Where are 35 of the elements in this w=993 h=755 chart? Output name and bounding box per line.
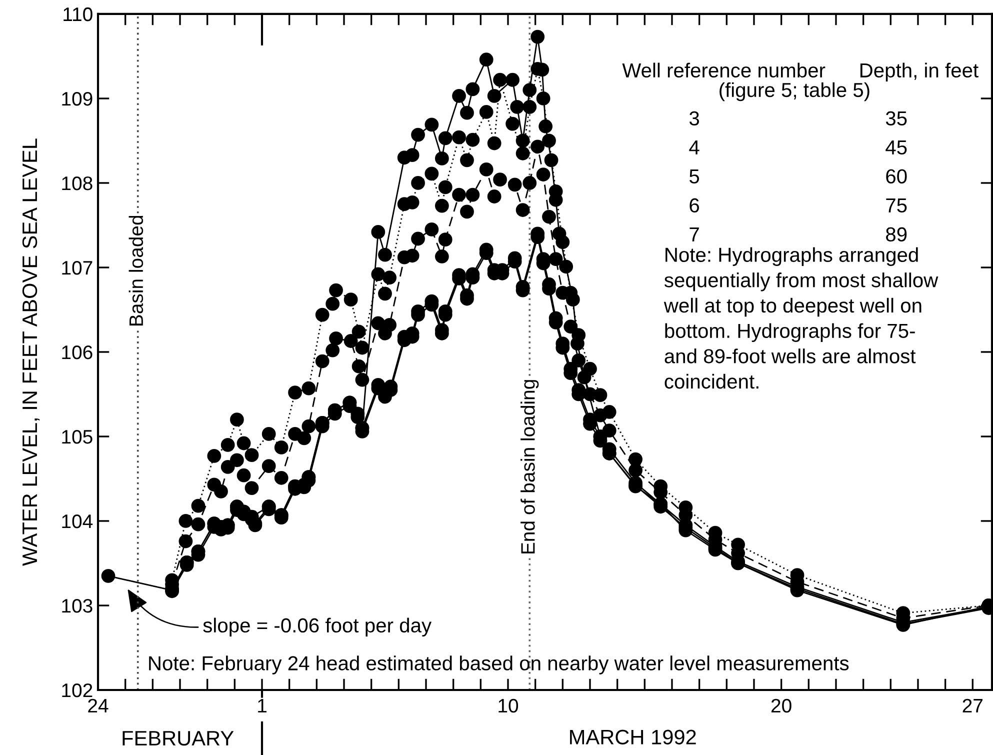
y-tick-label: 110 (64, 7, 92, 22)
ref-line-label: End of basin loading (520, 380, 539, 554)
annotation: 5 (690, 169, 700, 184)
y-tick-label: 108 (62, 176, 92, 190)
x-tick-label: 20 (771, 698, 792, 713)
annotation: 45 (886, 140, 907, 155)
ref-line-label: Basin loaded (128, 216, 144, 326)
y-tick-label: 102 (62, 683, 92, 698)
annotation: (figure 5; table 5) (720, 82, 870, 102)
annotation: slope = -0.06 foot per day (203, 618, 432, 637)
y-tick-label: 105 (62, 430, 92, 444)
annotation: 60 (886, 169, 907, 184)
annotation: Well reference number (622, 62, 826, 78)
y-tick-label: 103 (62, 598, 92, 613)
y-tick-label: 106 (62, 345, 92, 360)
annotation: 35 (886, 111, 907, 126)
annotation: Note: Hydrographs arranged sequentially from most shallow well at top to deepest well on bottom. Hydrographs for 75- and 89-foot wells are almost coincident. (664, 247, 938, 389)
y-axis-title: WATER LEVEL, IN FEET ABOVE SEA LEVEL (22, 138, 40, 566)
annotation: 6 (690, 198, 700, 213)
annotation: Depth, in feet (860, 62, 978, 82)
annotation: 75 (886, 198, 907, 213)
annotation: 89 (886, 227, 907, 242)
text: FEBRUARY (122, 731, 234, 746)
annotation: 4 (689, 140, 700, 154)
x-axis-title: MARCH 1992 (570, 730, 696, 745)
x-tick-label: 27 (962, 698, 982, 712)
x-tick-label: 10 (498, 698, 518, 713)
y-tick-label: 107 (62, 260, 92, 275)
x-tick-label: 1 (258, 699, 266, 712)
annotation: 3 (689, 111, 700, 126)
y-tick-label: 109 (62, 92, 92, 106)
y-tick-label: 104 (62, 514, 93, 528)
annotation: Note: February 24 head estimated based on nearby water level measurements (149, 656, 849, 674)
x-tick-label: 24 (88, 698, 108, 712)
annotation: 7 (690, 227, 699, 242)
